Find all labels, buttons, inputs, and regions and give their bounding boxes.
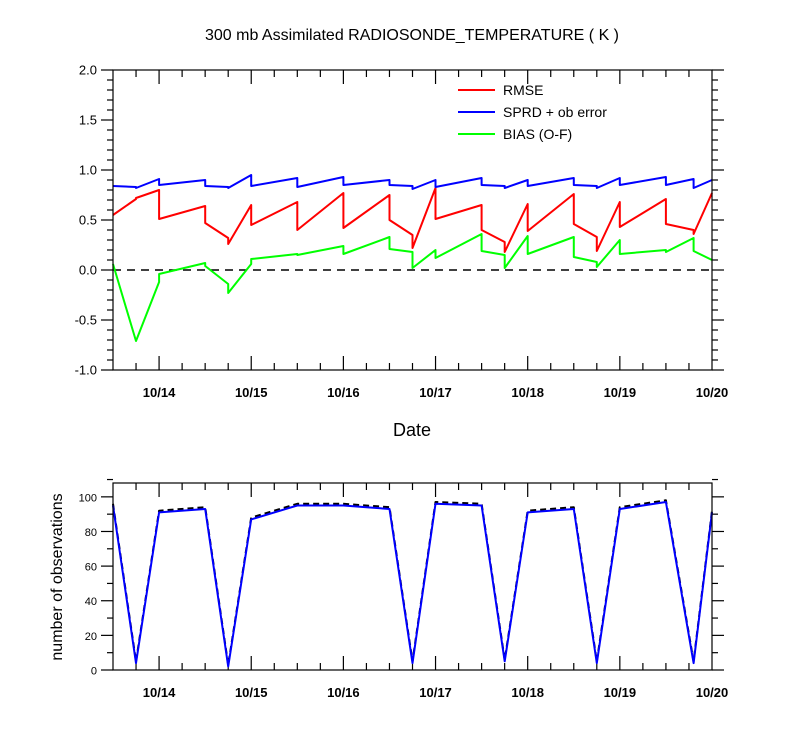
bottom-axis-ticks: 10/14 10/15 10/16 10/17 10/18 10/19 10/20 0 20 40…	[79, 478, 729, 700]
y-tick-label: 40	[85, 596, 97, 608]
legend-label-rmse: RMSE	[503, 82, 543, 98]
x-tick-label: 10/16	[327, 385, 360, 400]
x-tick-label: 10/14	[143, 385, 176, 400]
y-tick-label: 0.0	[79, 263, 97, 278]
x-tick-label: 10/20	[696, 385, 729, 400]
series-line-used-observations	[112, 501, 713, 668]
x-tick-label: 10/19	[604, 385, 637, 400]
x-tick-label: 10/18	[511, 385, 544, 400]
top-plot-frame	[112, 69, 713, 371]
bottom-plot-frame	[112, 482, 713, 671]
y-tick-label: 2.0	[79, 63, 97, 78]
chart-title: 300 mb Assimilated RADIOSONDE_TEMPERATUR…	[205, 27, 619, 44]
legend-label-sprd-ob-error: SPRD + ob error	[503, 104, 607, 120]
x-tick-label: 10/16	[327, 685, 360, 700]
x-axis-label: Date	[393, 420, 431, 440]
top-series	[112, 174, 713, 342]
y-tick-label: 80	[85, 527, 97, 539]
series-line-rmse	[112, 187, 713, 253]
x-tick-label: 10/14	[143, 685, 176, 700]
x-tick-label: 10/18	[511, 685, 544, 700]
legend: RMSE SPRD + ob error BIAS (O-F)	[458, 82, 607, 142]
x-tick-label: 10/19	[604, 685, 637, 700]
x-tick-label: 10/17	[419, 385, 452, 400]
legend-label-bias-o-f: BIAS (O-F)	[503, 126, 572, 142]
y-tick-label: 1.0	[79, 163, 97, 178]
y-tick-label: 0	[91, 666, 97, 678]
y-tick-label: 60	[85, 562, 97, 574]
bottom-series	[112, 499, 713, 668]
series-line-possible-observations	[112, 499, 713, 666]
x-tick-label: 10/17	[419, 685, 452, 700]
y-tick-label: -0.5	[75, 313, 97, 328]
top-panel: 300 mb Assimilated RADIOSONDE_TEMPERATUR…	[75, 27, 729, 440]
x-tick-label: 10/20	[696, 685, 729, 700]
bottom-panel: 10/14 10/15 10/16 10/17 10/18 10/19 10/20 0 20 40…	[49, 478, 729, 700]
x-tick-label: 10/15	[235, 385, 268, 400]
y-tick-label: -1.0	[75, 363, 97, 378]
series-line-sprd-ob-error	[112, 174, 713, 190]
y-tick-label: 1.5	[79, 113, 97, 128]
y-tick-label: 20	[85, 631, 97, 643]
top-axis-ticks: 10/14 10/15 10/16 10/17 10/18 10/19 10/20 -1.0 -…	[75, 63, 729, 401]
x-tick-label: 10/15	[235, 685, 268, 700]
y-tick-label: 100	[79, 492, 97, 504]
y-tick-label: 0.5	[79, 213, 97, 228]
y-axis-label: number of observations	[49, 493, 66, 660]
series-line-bias-o-f	[112, 233, 713, 342]
